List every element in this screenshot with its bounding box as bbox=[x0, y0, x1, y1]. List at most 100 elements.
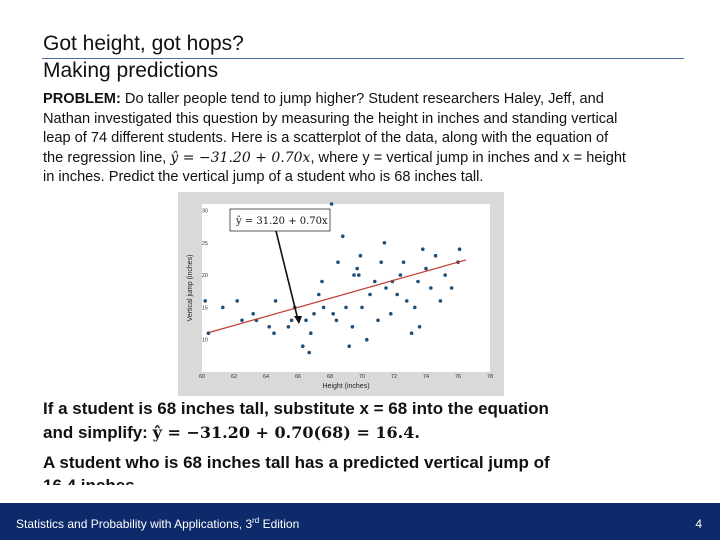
data-point bbox=[443, 273, 448, 277]
regression-line bbox=[209, 259, 467, 333]
data-point bbox=[267, 325, 271, 329]
data-point bbox=[379, 260, 383, 264]
scatterplot-figure: ŷ = 31.20 + 0.70x 60 62 64 66 68 70 72 74 76 78 1… bbox=[178, 192, 504, 396]
footer-edition-sup: rd bbox=[252, 516, 260, 525]
page-number: 4 bbox=[695, 517, 702, 531]
data-point bbox=[357, 273, 361, 277]
data-point bbox=[358, 253, 363, 258]
plot-area bbox=[202, 204, 490, 372]
problem-text: PROBLEM: Do taller people tend to jump h… bbox=[43, 90, 683, 188]
x-tick-label: 78 bbox=[487, 374, 493, 380]
y-tick-label: 20 bbox=[202, 273, 208, 279]
slide-title: Got height, got hops? Making predictions bbox=[43, 30, 244, 84]
data-point bbox=[395, 292, 399, 297]
data-point bbox=[417, 325, 422, 329]
answer-line-1: If a student is 68 inches tall, substitu… bbox=[43, 399, 549, 418]
data-point bbox=[352, 273, 356, 277]
data-point bbox=[312, 312, 316, 316]
problem-line-1-text: Do taller people tend to jump higher? St… bbox=[124, 91, 604, 107]
arrowhead-icon bbox=[294, 316, 302, 324]
data-point bbox=[307, 350, 311, 355]
data-point bbox=[347, 344, 351, 348]
y-tick-label: 30 bbox=[202, 208, 208, 214]
data-point bbox=[405, 299, 409, 303]
data-point bbox=[286, 325, 291, 329]
problem-line-3: leap of 74 different students. Here is a… bbox=[43, 130, 609, 146]
data-point bbox=[413, 305, 417, 310]
data-point bbox=[341, 234, 345, 239]
y-tick-label: 15 bbox=[202, 305, 208, 311]
answer-line-2-start: and simplify: bbox=[43, 423, 148, 442]
x-tick-label: 64 bbox=[263, 374, 269, 380]
answer-line-4: 16.4 inches. bbox=[43, 475, 683, 485]
data-point bbox=[235, 299, 239, 303]
footer-bar: Statistics and Probability with Applicat… bbox=[0, 503, 720, 540]
data-point bbox=[389, 312, 393, 316]
problem-label: PROBLEM: bbox=[43, 91, 121, 107]
data-point bbox=[416, 279, 420, 284]
answer-line-2: and simplify: ŷ = −31.20 + 0.70(68) = 16… bbox=[43, 422, 683, 444]
data-point bbox=[203, 299, 207, 303]
data-point bbox=[344, 305, 348, 310]
x-axis-label: Height (inches) bbox=[322, 383, 369, 390]
problem-line-4-end: , where y = vertical jump in inches and … bbox=[310, 149, 626, 166]
data-point bbox=[355, 266, 359, 271]
x-tick-label: 66 bbox=[295, 374, 301, 380]
data-point bbox=[373, 279, 377, 284]
data-point bbox=[321, 305, 326, 310]
data-point bbox=[309, 331, 313, 335]
data-point bbox=[334, 318, 339, 323]
data-point bbox=[304, 318, 308, 323]
y-tick-label: 25 bbox=[202, 241, 208, 247]
data-point bbox=[360, 305, 364, 310]
data-point bbox=[424, 266, 428, 271]
data-point bbox=[409, 331, 414, 335]
data-point bbox=[398, 273, 403, 277]
equation-pointer-arrow bbox=[275, 230, 299, 321]
problem-line-4: the regression line, ŷ = −31.20 + 0.70x,… bbox=[43, 149, 683, 169]
data-point bbox=[365, 337, 369, 342]
data-point bbox=[384, 286, 388, 290]
x-tick-label: 72 bbox=[391, 374, 397, 380]
data-point bbox=[251, 312, 255, 316]
footer-title-text: Statistics and Probability with Applicat… bbox=[16, 517, 253, 531]
regression-equation: ŷ = −31.20 + 0.70x bbox=[170, 149, 311, 166]
data-point bbox=[457, 247, 462, 251]
data-point bbox=[421, 247, 425, 251]
x-tick-label: 68 bbox=[327, 374, 333, 380]
data-point bbox=[320, 279, 324, 284]
data-point bbox=[449, 286, 454, 290]
data-point bbox=[301, 344, 305, 348]
footer-book-title: Statistics and Probability with Applicat… bbox=[16, 516, 300, 532]
data-point bbox=[433, 253, 438, 258]
title-line-1: Got height, got hops? bbox=[43, 32, 244, 55]
data-point bbox=[438, 299, 443, 303]
problem-line-1: PROBLEM: Do taller people tend to jump h… bbox=[43, 90, 683, 110]
data-point bbox=[317, 292, 321, 297]
data-point bbox=[368, 292, 372, 297]
data-point bbox=[350, 325, 355, 329]
data-point bbox=[429, 286, 433, 290]
data-point bbox=[331, 312, 335, 316]
y-tick-label: 10 bbox=[202, 338, 208, 344]
data-point bbox=[401, 260, 406, 264]
title-underline bbox=[42, 58, 684, 59]
y-axis-label: Vertical jump (inches) bbox=[187, 255, 194, 322]
scatterplot: ŷ = 31.20 + 0.70x 60 62 64 66 68 70 72 74 76 78 1… bbox=[187, 202, 493, 390]
problem-line-2: Nathan investigated this question by mea… bbox=[43, 110, 618, 127]
title-line-2: Making predictions bbox=[43, 59, 219, 82]
equation-box-text: ŷ = 31.20 + 0.70x bbox=[235, 216, 328, 227]
data-point bbox=[382, 241, 387, 245]
data-point bbox=[289, 318, 294, 323]
x-tick-label: 76 bbox=[455, 374, 461, 380]
data-point bbox=[221, 305, 225, 310]
answer-equation: ŷ = −31.20 + 0.70(68) = 16.4. bbox=[152, 423, 420, 442]
footer-edition-word: Edition bbox=[259, 517, 300, 531]
data-point bbox=[206, 331, 211, 335]
data-point bbox=[272, 331, 276, 335]
data-point bbox=[240, 318, 244, 323]
x-tick-label: 74 bbox=[423, 374, 429, 380]
x-tick-label: 60 bbox=[199, 374, 205, 380]
data-point bbox=[329, 202, 334, 206]
answer-line-3: A student who is 68 inches tall has a pr… bbox=[43, 453, 550, 472]
